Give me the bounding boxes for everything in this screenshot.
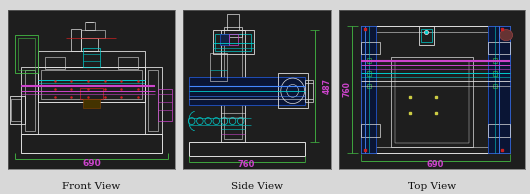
Bar — [227, 15, 239, 30]
Text: 760: 760 — [238, 160, 255, 169]
Text: 487: 487 — [322, 78, 331, 94]
Bar — [41, 70, 142, 99]
Bar — [361, 124, 380, 137]
Bar — [367, 71, 370, 76]
Bar — [419, 26, 434, 45]
Bar — [213, 30, 254, 54]
Bar — [488, 42, 510, 54]
Bar — [493, 58, 497, 63]
Bar — [80, 88, 103, 99]
Bar — [21, 134, 162, 153]
Bar — [82, 38, 98, 51]
Bar — [118, 57, 138, 68]
Bar — [85, 23, 95, 30]
Bar — [367, 84, 370, 88]
Bar — [493, 84, 497, 88]
Bar — [10, 96, 24, 124]
Bar — [83, 99, 100, 108]
Bar — [224, 34, 242, 139]
Bar — [224, 27, 242, 37]
Text: 690: 690 — [82, 159, 101, 168]
Bar — [369, 32, 502, 146]
Bar — [72, 29, 82, 51]
Bar — [216, 34, 251, 51]
Bar — [38, 51, 145, 67]
Bar — [21, 67, 38, 134]
Bar — [488, 124, 510, 137]
Bar — [395, 61, 469, 143]
Bar — [189, 76, 305, 105]
Bar — [278, 73, 307, 108]
Bar — [83, 48, 100, 67]
Bar — [82, 30, 105, 38]
Text: 690: 690 — [427, 160, 444, 169]
Bar — [488, 26, 510, 153]
Bar — [367, 58, 370, 63]
Bar — [222, 30, 245, 142]
Bar — [361, 42, 380, 54]
Bar — [25, 70, 34, 131]
Bar — [229, 34, 238, 45]
Bar — [305, 80, 313, 102]
Bar — [361, 26, 376, 153]
Text: 760: 760 — [342, 81, 351, 97]
Bar — [148, 70, 158, 131]
Bar — [189, 142, 305, 156]
Text: Top View: Top View — [408, 182, 456, 191]
Bar — [493, 71, 497, 76]
Bar — [158, 89, 172, 121]
Bar — [361, 26, 510, 153]
Bar — [15, 35, 38, 73]
Bar — [11, 99, 21, 121]
Bar — [145, 67, 162, 134]
Text: Side View: Side View — [231, 182, 283, 191]
Bar — [220, 34, 229, 45]
Bar — [209, 53, 227, 81]
Text: Front View: Front View — [63, 182, 120, 191]
Bar — [391, 57, 473, 146]
Circle shape — [500, 30, 513, 41]
Bar — [18, 38, 34, 70]
Bar — [45, 57, 65, 68]
Bar — [421, 29, 432, 42]
Bar — [38, 67, 145, 102]
